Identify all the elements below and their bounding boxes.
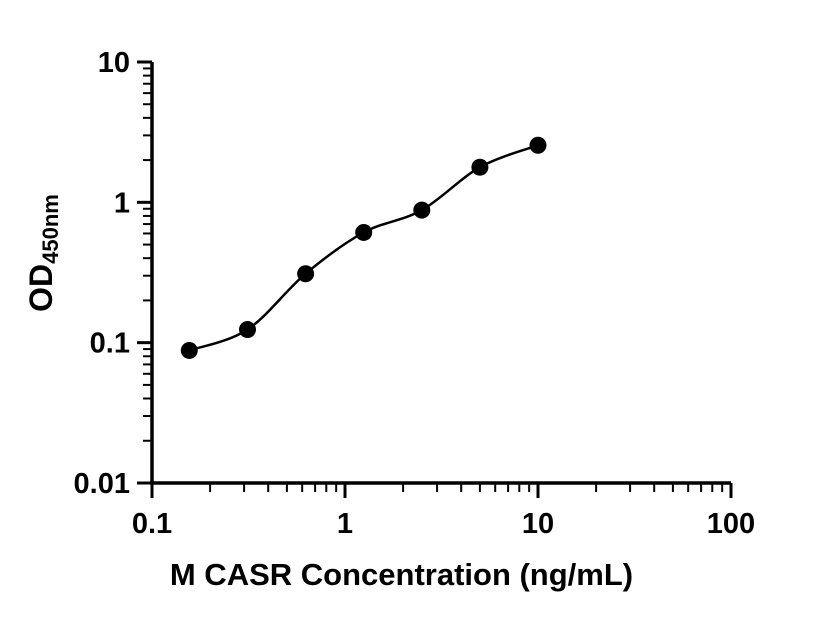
data-point-marker bbox=[239, 321, 257, 339]
x-tick-label: 100 bbox=[707, 508, 755, 540]
data-point-marker bbox=[413, 201, 431, 219]
data-point-marker bbox=[355, 223, 373, 241]
fit-curve bbox=[188, 144, 539, 352]
y-tick-label: 1 bbox=[114, 187, 130, 219]
y-tick-label: 10 bbox=[98, 47, 130, 79]
x-tick-label: 0.1 bbox=[132, 508, 172, 540]
x-tick-label: 1 bbox=[337, 508, 353, 540]
x-tick-label: 10 bbox=[522, 508, 554, 540]
y-tick-label: 0.01 bbox=[74, 468, 130, 500]
y-tick-label: 0.1 bbox=[90, 328, 130, 360]
y-axis-title: OD450nm bbox=[23, 194, 63, 312]
data-point-marker bbox=[471, 158, 489, 176]
data-point-marker bbox=[529, 136, 547, 154]
data-point-marker bbox=[297, 265, 315, 283]
x-axis-title: M CASR Concentration (ng/mL) bbox=[170, 557, 633, 592]
data-point-marker bbox=[180, 341, 198, 359]
